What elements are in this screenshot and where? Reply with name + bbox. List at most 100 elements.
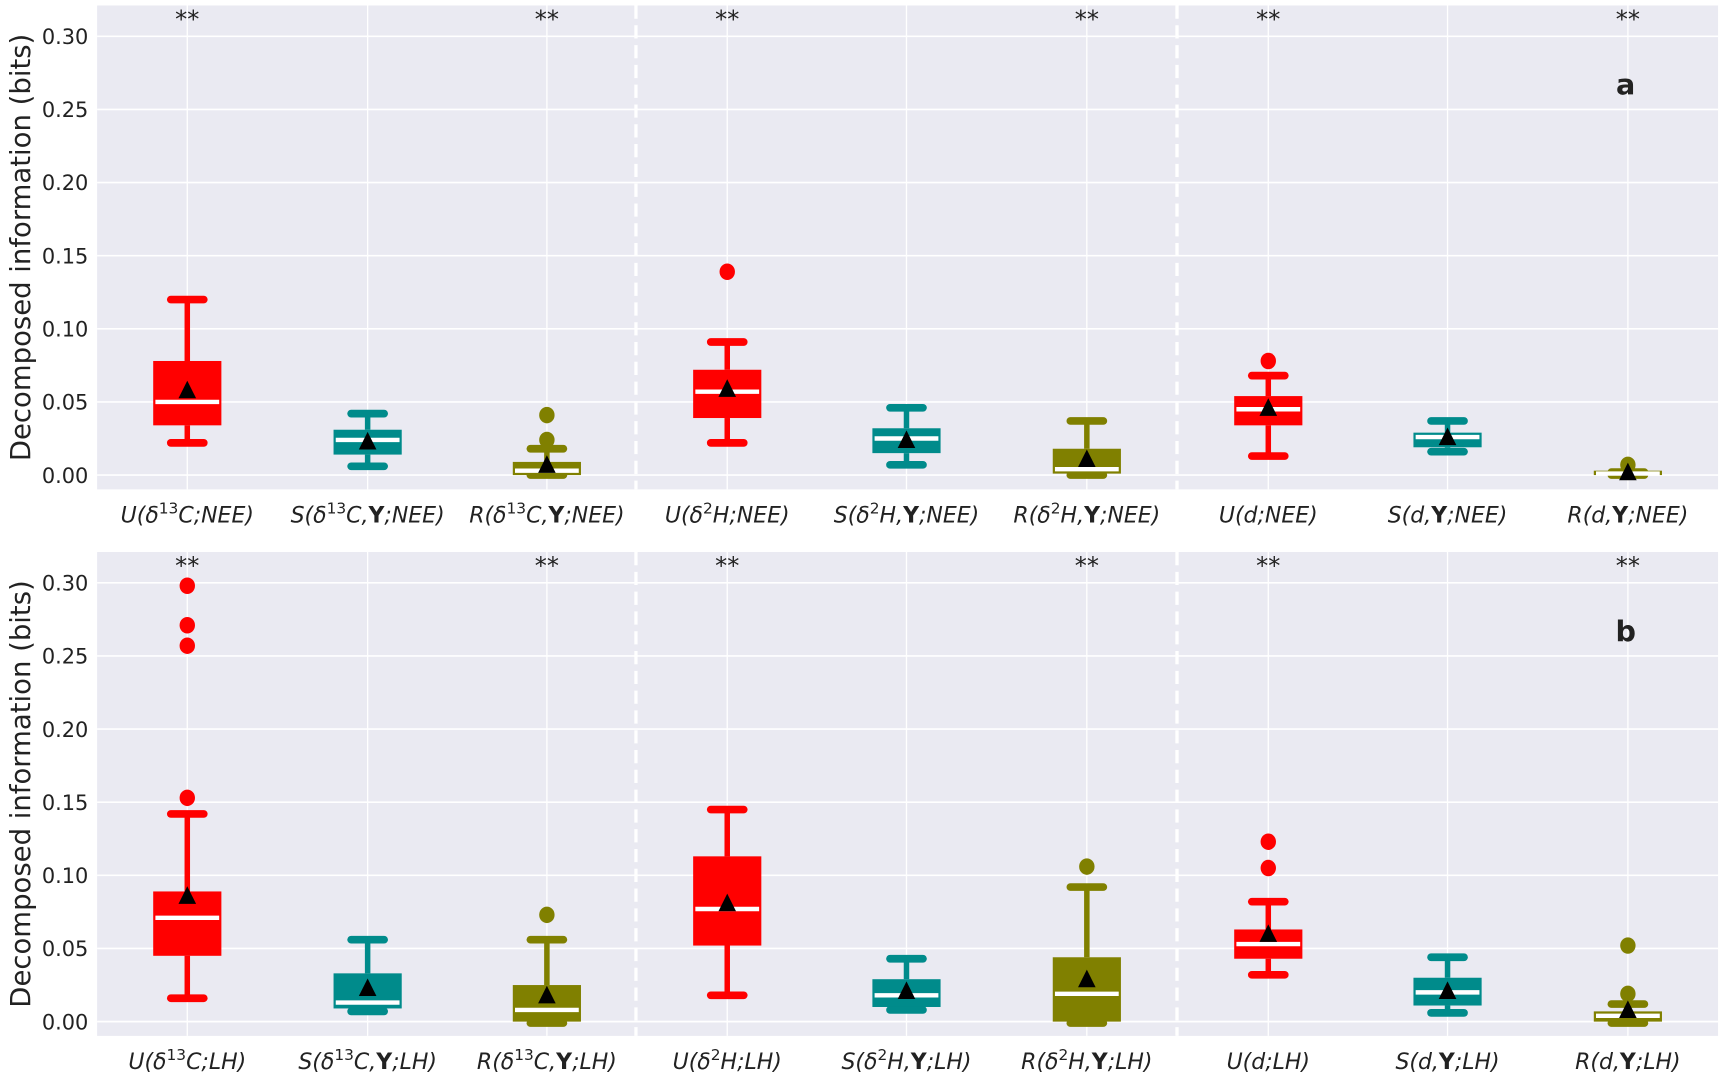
x-tick-label: S(δ13C,Y;NEE) [291, 499, 445, 528]
outlier-point [1620, 937, 1636, 954]
significance-marker: ** [1075, 552, 1099, 580]
outlier-point [179, 789, 195, 807]
label-superscript: 13 [514, 1046, 534, 1064]
outlier-point [1260, 859, 1276, 877]
mean-marker [538, 455, 556, 473]
label-superscript: 13 [507, 499, 527, 517]
y-tick-label: 0.05 [42, 391, 88, 415]
significance-marker: ** [1075, 5, 1099, 33]
y-tick-label: 0.15 [42, 791, 88, 815]
significance-marker: ** [715, 5, 739, 33]
label-part: H, [880, 503, 904, 528]
label-superscript: 13 [327, 499, 347, 517]
box-group: ** R(δ2H,Y;NEE) [1013, 5, 1160, 528]
mean-marker [178, 886, 197, 904]
mean-marker [1619, 462, 1637, 481]
box-group: S(δ2H,Y;NEE) [834, 403, 979, 528]
label-superscript: 13 [166, 1046, 186, 1064]
outlier-point [1260, 352, 1276, 370]
mean-marker [178, 380, 197, 399]
label-superscript: 2 [1051, 499, 1061, 517]
x-tick-label: R(δ2H,Y;NEE) [1013, 499, 1160, 528]
label-superscript: 2 [877, 1046, 887, 1064]
x-tick-label: U(d;NEE) [1219, 503, 1318, 528]
x-tick-label: S(d,Y;LH) [1395, 1050, 1499, 1075]
y-tick-label: 0.00 [42, 1010, 88, 1034]
label-part: ;NEE) [384, 503, 444, 528]
x-tick-label: R(δ2H,Y;LH) [1021, 1046, 1152, 1075]
box-group: ** U(d;LH) [1227, 552, 1310, 1075]
label-part: C, [534, 1050, 556, 1075]
outlier-point [1079, 858, 1095, 875]
x-tick-label: U(δ2H;LH) [673, 1046, 782, 1075]
outlier-point [719, 263, 735, 281]
label-part: ;LH) [1108, 1050, 1153, 1075]
label-bold: Y [547, 503, 565, 528]
label-bold: Y [375, 1050, 393, 1075]
label-part: H;LH) [721, 1050, 782, 1075]
label-part: R(δ [469, 503, 506, 528]
mean-marker [1259, 924, 1278, 942]
significance-marker: ** [535, 5, 559, 33]
mean-marker [358, 978, 377, 997]
outlier-point [539, 906, 555, 924]
y-tick-label: 0.15 [42, 244, 88, 268]
y-tick-label: 0.00 [42, 464, 88, 488]
label-bold: Y [1438, 1050, 1456, 1075]
box-group: ** U(δ2H;NEE) [665, 5, 790, 528]
label-part: ;NEE) [1447, 503, 1507, 528]
label-part: R(d, [1567, 503, 1612, 528]
mean-marker [1438, 427, 1457, 446]
panel-letter: a [1616, 68, 1635, 102]
label-part: S(δ [834, 503, 870, 528]
label-part: S(δ [298, 1050, 334, 1075]
label-part: C, [526, 503, 548, 528]
x-tick-label: R(δ13C,Y;LH) [477, 1046, 617, 1075]
box-group: S(d,Y;NEE) [1388, 417, 1507, 528]
significance-marker: ** [1256, 5, 1280, 33]
box-group: ** U(d;NEE) [1219, 5, 1318, 528]
outlier-point [179, 617, 195, 634]
label-part: R(d, [1575, 1050, 1620, 1075]
y-tick-label: 0.20 [42, 171, 88, 195]
label-part: R(δ [1013, 503, 1050, 528]
outlier-point [539, 431, 555, 449]
label-bold: Y [1619, 1050, 1637, 1075]
mean-marker [1619, 1000, 1637, 1018]
label-bold: Y [1611, 503, 1629, 528]
significance-marker: ** [1616, 5, 1640, 33]
label-part: ;LH) [572, 1050, 617, 1075]
x-tick-label: U(δ13C;LH) [128, 1046, 246, 1075]
box-group: S(δ13C,Y;LH) [298, 935, 437, 1075]
label-part: C;LH) [186, 1050, 246, 1075]
x-tick-label: U(d;LH) [1227, 1050, 1310, 1075]
label-part: H, [887, 1050, 911, 1075]
y-tick-label: 0.25 [42, 645, 88, 669]
y-axis-label: Decomposed information (bits) [5, 34, 37, 461]
x-tick-label: R(d,Y;NEE) [1567, 503, 1688, 528]
label-part: U(δ [673, 1050, 711, 1075]
y-tick-label: 0.10 [42, 318, 88, 342]
label-part: U(δ [128, 1050, 166, 1075]
label-part: H, [1061, 503, 1085, 528]
outlier-point [539, 406, 555, 424]
box-group: S(d,Y;LH) [1395, 953, 1500, 1075]
label-part: U(δ [665, 503, 703, 528]
box-group: ** U(δ13C;LH) [128, 552, 246, 1075]
mean-marker [358, 431, 377, 450]
box-group: ** U(δ13C;NEE) [121, 5, 254, 528]
outlier-point [1260, 833, 1276, 850]
label-bold: Y [368, 503, 386, 528]
outlier-point [179, 577, 195, 595]
box-group: ** R(d,Y;LH) [1575, 552, 1680, 1075]
label-part: S(δ [291, 503, 327, 528]
mean-marker [538, 985, 556, 1004]
label-bold: Y [555, 1050, 573, 1075]
label-part: H;NEE) [713, 503, 790, 528]
label-part: R(δ [1021, 1050, 1058, 1075]
significance-marker: ** [1256, 552, 1280, 580]
box-group: ** R(δ2H,Y;LH) [1021, 552, 1152, 1075]
box-group: ** R(δ13C,Y;LH) [477, 552, 617, 1075]
